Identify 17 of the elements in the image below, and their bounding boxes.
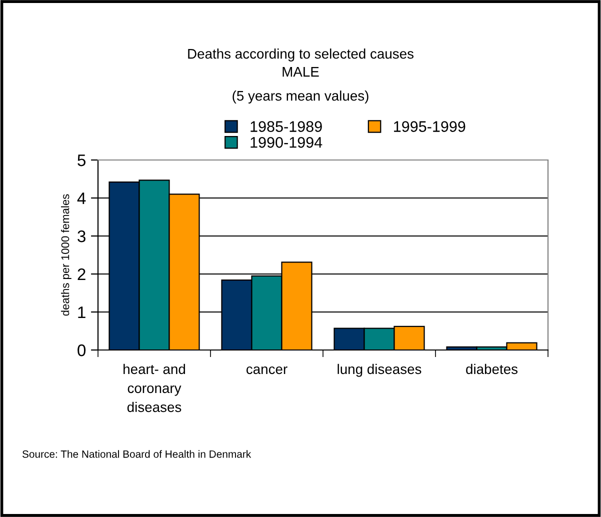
y-tick-label: 2 <box>78 268 86 280</box>
y-tick-label: 5 <box>78 154 86 166</box>
y-tick-label: 3 <box>78 230 86 242</box>
x-tick-label: lung diseases <box>338 364 422 377</box>
x-tick-label: diabetes <box>466 364 518 374</box>
y-axis-title: deaths per 1000 females <box>61 194 72 316</box>
source-note: Source: The National Board of Health in Denmark <box>22 450 252 458</box>
x-tick-label: cancer <box>246 366 288 374</box>
chart-subtitle: MALE (5 years mean values) <box>232 67 368 104</box>
y-tick-label: 4 <box>77 192 86 204</box>
legend-label: 1990-1994 <box>250 136 322 148</box>
x-tick-label: heart- and coronary diseases <box>124 364 186 412</box>
chart-title: Deaths according to selected causes <box>188 48 414 62</box>
legend-label: 1995-1999 <box>394 121 466 132</box>
legend-label: 1985-1989 <box>250 121 322 132</box>
y-tick-label: 0 <box>78 344 86 356</box>
y-tick-label: 1 <box>78 306 86 318</box>
